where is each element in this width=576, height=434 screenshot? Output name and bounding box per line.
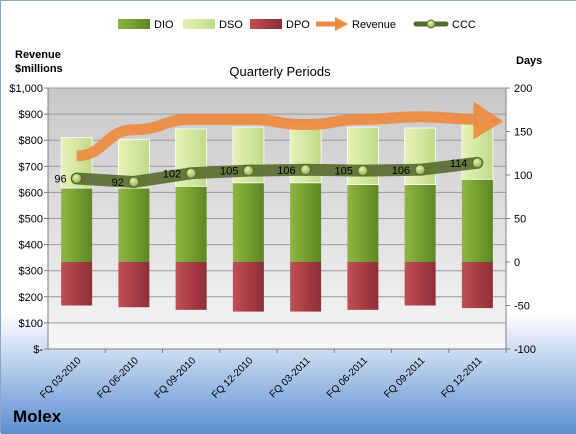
ccc-data-label: 105 bbox=[335, 166, 353, 178]
legend-swatch-revenue-arrow bbox=[335, 17, 348, 31]
company-name: Molex bbox=[13, 407, 62, 426]
legend-swatch-dpo bbox=[250, 19, 282, 29]
right-axis-label: Days bbox=[516, 55, 542, 67]
ccc-data-label: 102 bbox=[163, 168, 181, 180]
ccc-point bbox=[185, 167, 197, 179]
ccc-series: 96 92 102 105 106 105 106 114 bbox=[54, 156, 484, 189]
bar-dio bbox=[118, 188, 150, 262]
ccc-data-label: 92 bbox=[112, 177, 124, 189]
legend-swatch-dso bbox=[183, 19, 215, 29]
legend-label-dio: DIO bbox=[154, 19, 174, 31]
ccc-point bbox=[300, 164, 312, 176]
revenue-arrowhead bbox=[473, 101, 504, 140]
legend-swatch-dio bbox=[118, 19, 150, 29]
bar-dpo bbox=[175, 262, 207, 310]
ccc-data-label: 114 bbox=[450, 158, 468, 170]
legend-label-revenue: Revenue bbox=[352, 19, 396, 31]
bar-dio bbox=[347, 184, 379, 262]
right-tick-label: 50 bbox=[514, 214, 526, 226]
right-tick-label: -50 bbox=[514, 301, 530, 313]
ccc-point bbox=[71, 172, 83, 184]
bar-dio bbox=[290, 182, 322, 262]
right-tick-label: 0 bbox=[514, 257, 520, 269]
left-tick-label: $200 bbox=[19, 292, 43, 304]
legend-label-dso: DSO bbox=[219, 19, 243, 31]
bar-dio bbox=[175, 186, 207, 262]
left-tick-label: $- bbox=[33, 344, 43, 356]
right-tick-label: 100 bbox=[514, 170, 532, 182]
bar-dio bbox=[232, 182, 264, 262]
ccc-point bbox=[242, 165, 254, 177]
bar-dio bbox=[61, 188, 93, 262]
bar-dpo bbox=[461, 262, 493, 309]
left-axis-label-line1: Revenue bbox=[15, 49, 61, 61]
right-tick-label: 150 bbox=[514, 127, 532, 139]
bar-dpo bbox=[61, 262, 93, 306]
bar-dpo bbox=[232, 262, 264, 312]
ccc-data-label: 105 bbox=[220, 166, 238, 178]
ccc-line bbox=[70, 156, 484, 188]
bar-dpo bbox=[347, 262, 379, 310]
revenue-series bbox=[76, 101, 504, 162]
left-axis-label-line2: $millions bbox=[15, 63, 63, 75]
legend-label-dpo: DPO bbox=[286, 19, 310, 31]
left-tick-label: $300 bbox=[19, 266, 43, 278]
left-tick-label: $500 bbox=[19, 214, 43, 226]
left-tick-label: $100 bbox=[19, 318, 43, 330]
chart-title: Quarterly Periods bbox=[229, 64, 331, 79]
bar-dio bbox=[461, 179, 493, 262]
ccc-point bbox=[414, 164, 426, 176]
bars bbox=[60, 123, 494, 312]
ccc-point bbox=[128, 176, 140, 188]
right-tick-label: -100 bbox=[514, 344, 536, 356]
ccc-data-label: 96 bbox=[54, 173, 66, 185]
left-tick-label: $400 bbox=[19, 240, 43, 252]
right-tick-label: 200 bbox=[514, 83, 532, 95]
left-tick-label: $1,000 bbox=[9, 83, 43, 95]
left-tick-label: $900 bbox=[19, 109, 43, 121]
bar-dpo bbox=[290, 262, 322, 312]
legend: DIO DSO DPO Revenue CCC bbox=[118, 17, 476, 31]
bar-dpo bbox=[118, 262, 150, 308]
bar-dpo bbox=[404, 262, 436, 306]
left-tick-label: $800 bbox=[19, 135, 43, 147]
revenue-line bbox=[76, 111, 478, 162]
legend-swatch-ccc-point bbox=[426, 19, 436, 29]
bar-dio bbox=[404, 184, 436, 262]
left-tick-label: $700 bbox=[19, 161, 43, 173]
legend-label-ccc: CCC bbox=[452, 19, 476, 31]
ccc-point bbox=[357, 165, 369, 177]
left-tick-label: $600 bbox=[19, 187, 43, 199]
ccc-data-label: 106 bbox=[392, 165, 410, 177]
ccc-point bbox=[471, 157, 483, 169]
ccc-data-label: 106 bbox=[277, 165, 295, 177]
